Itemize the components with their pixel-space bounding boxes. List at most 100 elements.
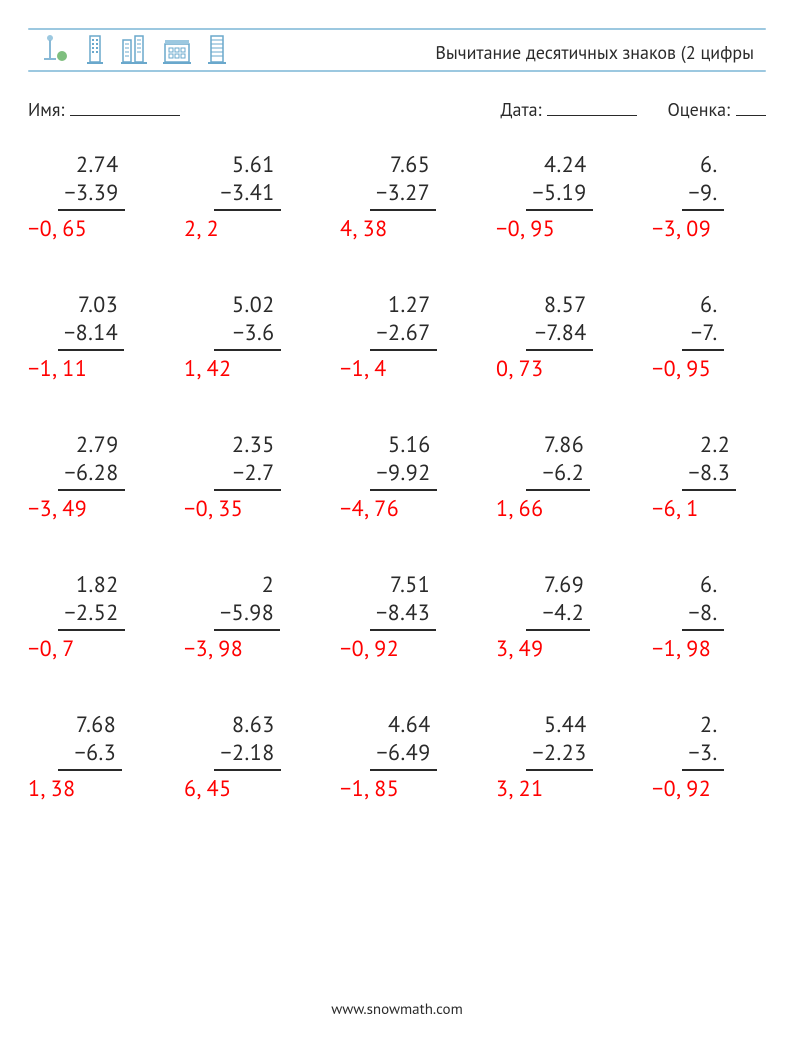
footer-url: www.snowmath.com (0, 1000, 794, 1019)
subtrahend: −6.2 (526, 459, 590, 491)
answer: 6, 45 (184, 771, 340, 803)
minuend: 8.57 (526, 291, 593, 319)
problem-stack: 2.−3. (682, 711, 724, 771)
problem-cell: 7.03−8.14−1, 11 (28, 291, 184, 421)
problem-stack: 5.16−9.92 (370, 431, 437, 491)
subtrahend: −2.7 (214, 459, 281, 491)
minuend: 7.65 (370, 151, 436, 179)
problem-stack: 5.44−2.23 (526, 711, 593, 771)
answer: 1, 42 (184, 351, 340, 383)
subtrahend: −3.6 (214, 319, 281, 351)
problem-cell: 5.61−3.412, 2 (184, 151, 340, 281)
subtrahend: −8. (682, 599, 724, 631)
problem-cell: 2.79−6.28−3, 49 (28, 431, 184, 561)
problem-stack: 1.82−2.52 (58, 571, 125, 631)
subtrahend: −6.28 (58, 459, 125, 491)
answer: 1, 38 (28, 771, 184, 803)
subtrahend: −8.43 (370, 599, 436, 631)
subtrahend: −2.52 (58, 599, 125, 631)
problem-stack: 2.35−2.7 (214, 431, 281, 491)
problem-cell: 1.82−2.52−0, 7 (28, 571, 184, 701)
minuend: 4.24 (526, 151, 593, 179)
subtrahend: −3. (682, 739, 724, 771)
subtrahend: −7.84 (526, 319, 593, 351)
answer: −0, 65 (28, 211, 184, 243)
minuend: 7.03 (58, 291, 124, 319)
problem-cell: 7.69−4.23, 49 (496, 571, 652, 701)
subtrahend: −3.27 (370, 179, 436, 211)
answer: −1, 4 (340, 351, 496, 383)
answer: −6, 1 (652, 491, 794, 523)
subtrahend: −9.92 (370, 459, 437, 491)
answer: 1, 66 (496, 491, 652, 523)
answer: −3, 49 (28, 491, 184, 523)
problem-stack: 6.−7. (682, 291, 724, 351)
problem-cell: 2.35−2.7−0, 35 (184, 431, 340, 561)
answer: −0, 95 (496, 211, 652, 243)
building-icon (162, 34, 192, 64)
minuend: 5.61 (214, 151, 281, 179)
minuend: 2.35 (214, 431, 281, 459)
minuend: 5.16 (370, 431, 437, 459)
minuend: 5.02 (214, 291, 281, 319)
minuend: 2.2 (682, 431, 736, 459)
subtrahend: −5.98 (214, 599, 280, 631)
worksheet-title: Вычитание десятичных знаков (2 цифры (435, 41, 754, 66)
answer: −0, 95 (652, 351, 794, 383)
minuend: 6. (682, 151, 724, 179)
problem-stack: 7.68−6.3 (58, 711, 122, 771)
problem-stack: 7.69−4.2 (526, 571, 590, 631)
minuend: 6. (682, 291, 724, 319)
answer: −1, 85 (340, 771, 496, 803)
answer: 0, 73 (496, 351, 652, 383)
problem-cell: 5.16−9.92−4, 76 (340, 431, 496, 561)
problem-stack: 4.24−5.19 (526, 151, 593, 211)
answer: −1, 11 (28, 351, 184, 383)
subtrahend: −8.14 (58, 319, 124, 351)
minuend: 2. (682, 711, 724, 739)
problem-stack: 7.03−8.14 (58, 291, 124, 351)
subtrahend: −7. (682, 319, 724, 351)
minuend: 1.82 (58, 571, 125, 599)
problem-cell: 6.−8.−1, 98 (652, 571, 794, 701)
problem-cell: 5.02−3.61, 42 (184, 291, 340, 421)
problem-stack: 5.61−3.41 (214, 151, 281, 211)
answer: 3, 49 (496, 631, 652, 663)
minuend: 1.27 (370, 291, 437, 319)
info-row: Имя: Дата: Оценка: (28, 96, 766, 121)
answer: −0, 92 (340, 631, 496, 663)
problem-cell: 4.24−5.19−0, 95 (496, 151, 652, 281)
subtrahend: −8.3 (682, 459, 736, 491)
minuend: 7.51 (370, 571, 436, 599)
minuend: 2 (214, 571, 280, 599)
header-icons (40, 34, 228, 66)
minuend: 5.44 (526, 711, 593, 739)
problem-stack: 7.51−8.43 (370, 571, 436, 631)
problem-cell: 2.−3.−0, 92 (652, 711, 794, 841)
problem-cell: 8.57−7.840, 73 (496, 291, 652, 421)
problem-cell: 6.−9.−3, 09 (652, 151, 794, 281)
answer: −3, 98 (184, 631, 340, 663)
minuend: 7.69 (526, 571, 590, 599)
subtrahend: −6.49 (370, 739, 437, 771)
problem-stack: 4.64−6.49 (370, 711, 437, 771)
problem-stack: 2.74−3.39 (58, 151, 125, 211)
name-field-line (70, 96, 180, 116)
problem-stack: 2.2−8.3 (682, 431, 736, 491)
subtrahend: −5.19 (526, 179, 593, 211)
minuend: 6. (682, 571, 724, 599)
subtrahend: −3.39 (58, 179, 125, 211)
problem-stack: 8.63−2.18 (214, 711, 281, 771)
problem-stack: 5.02−3.6 (214, 291, 281, 351)
answer: −0, 35 (184, 491, 340, 523)
subtrahend: −9. (682, 179, 724, 211)
name-label: Имя: (28, 98, 64, 121)
date-field-line (547, 96, 637, 116)
answer: −1, 98 (652, 631, 794, 663)
minuend: 2.74 (58, 151, 125, 179)
subtrahend: −2.67 (370, 319, 437, 351)
answer: 4, 38 (340, 211, 496, 243)
building-icon (84, 34, 106, 64)
grade-label: Оценка: (667, 98, 730, 121)
header-bar: Вычитание десятичных знаков (2 цифры (28, 28, 766, 72)
